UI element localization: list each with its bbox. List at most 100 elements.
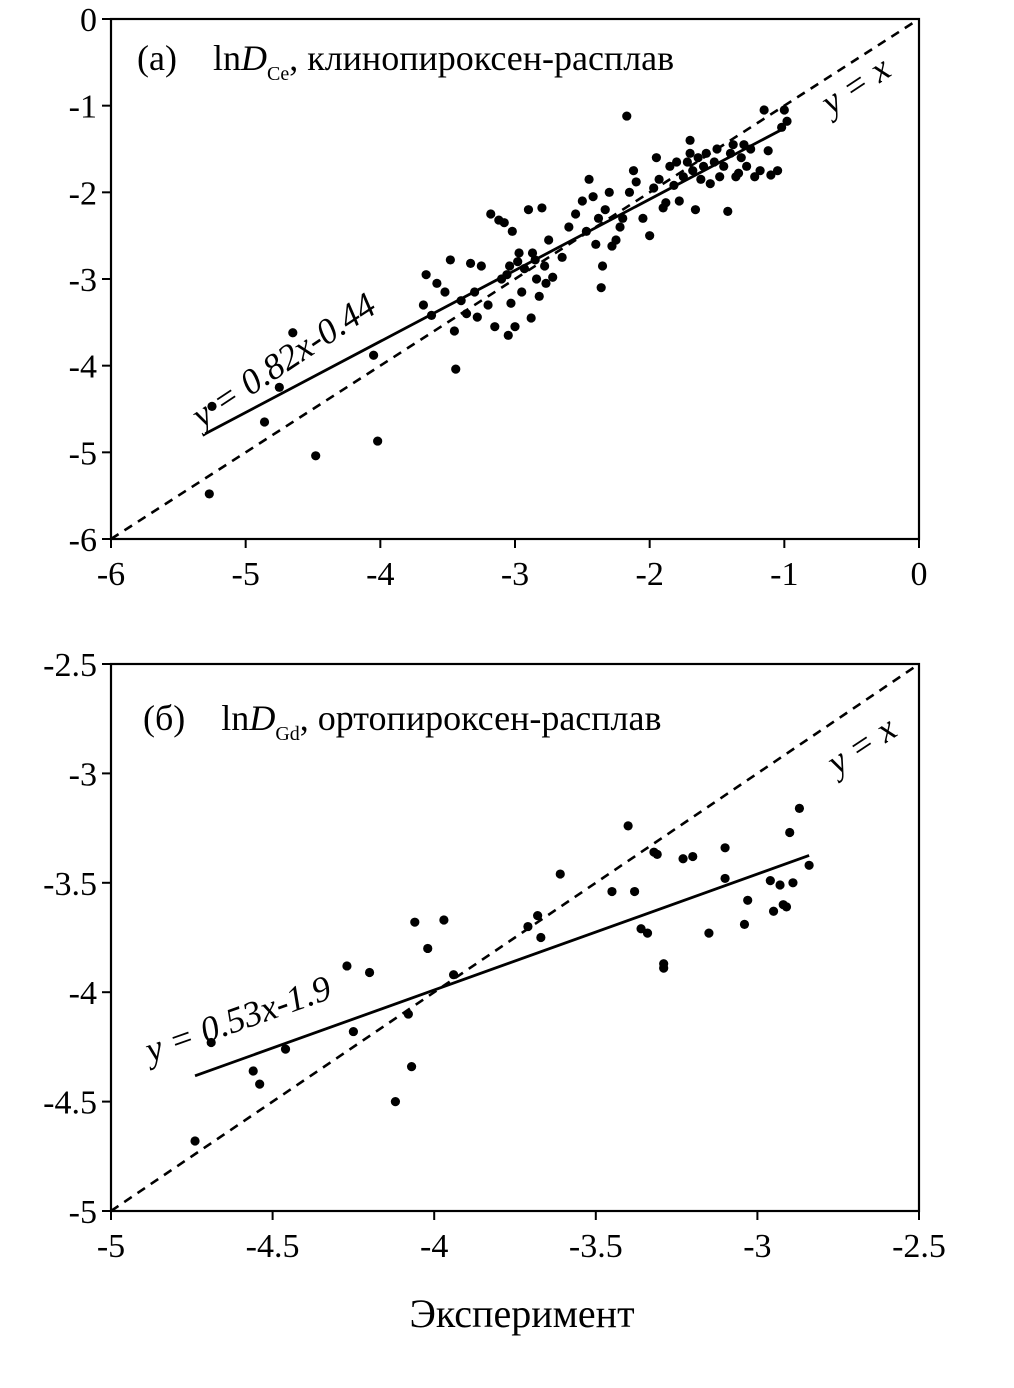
data-point	[423, 943, 433, 954]
x-tick-label: -1	[770, 556, 798, 593]
y-tick-label: 0	[80, 2, 97, 39]
y-tick-label: -4.5	[43, 1085, 97, 1122]
y-tick-label: -1	[69, 89, 97, 126]
data-point	[577, 196, 587, 206]
chart-panel-a: -6 -5 -4 -3 -2 -1 0 0 -1 -2 -3 -4 -5 -6 (a) lnDCe, клин…	[69, 2, 928, 593]
data-point	[597, 261, 608, 271]
data-point	[591, 239, 601, 249]
y-tick-label: -2.5	[43, 647, 97, 684]
data-point	[611, 235, 621, 245]
data-point	[581, 226, 591, 236]
y-tick-label: -3	[69, 756, 97, 793]
data-point	[629, 886, 640, 897]
x-tick-label: -5	[232, 556, 260, 593]
data-point	[685, 148, 695, 158]
data-point	[678, 172, 688, 182]
data-point	[804, 860, 814, 870]
data-point	[698, 161, 709, 171]
data-point	[688, 851, 698, 862]
data-point	[406, 1061, 417, 1072]
data-point	[499, 218, 509, 228]
data-point	[426, 310, 437, 320]
data-point	[746, 144, 756, 154]
data-point	[704, 928, 714, 938]
data-point	[638, 213, 648, 223]
data-point	[688, 166, 698, 176]
data-point	[636, 924, 646, 934]
y-tick-label: -3.5	[43, 866, 97, 903]
data-point	[536, 932, 546, 943]
y-tick-label: -5	[69, 435, 97, 472]
data-point	[584, 174, 594, 184]
data-point	[652, 849, 662, 859]
data-point	[526, 313, 536, 323]
data-point	[483, 300, 493, 310]
data-point	[449, 326, 459, 336]
data-point	[248, 1066, 258, 1076]
data-point	[540, 261, 550, 271]
data-point	[665, 161, 675, 171]
identity-line-label: y = x	[817, 708, 904, 784]
data-point	[204, 489, 214, 499]
x-tick-label: 0	[911, 556, 928, 593]
data-point	[742, 161, 752, 171]
data-point	[510, 322, 520, 332]
data-point	[514, 248, 524, 258]
data-point	[369, 350, 379, 360]
y-tick-label: -3	[69, 262, 97, 299]
data-point	[750, 172, 760, 182]
data-point	[255, 1079, 265, 1089]
data-point	[775, 880, 785, 890]
data-point	[259, 417, 270, 427]
data-point	[720, 843, 730, 853]
data-point	[465, 258, 476, 268]
data-point	[564, 222, 574, 232]
data-point	[544, 235, 554, 245]
data-point	[440, 287, 450, 297]
data-point	[190, 1136, 200, 1146]
data-point	[555, 869, 565, 879]
data-point	[507, 226, 517, 236]
data-point	[623, 821, 633, 831]
data-point	[720, 873, 730, 884]
data-point	[628, 166, 639, 176]
y-tick-label: -6	[69, 522, 97, 559]
data-point	[781, 902, 792, 912]
data-point	[593, 213, 604, 223]
data-point	[743, 895, 753, 905]
y-tick-label: -4	[69, 349, 97, 386]
data-point	[739, 919, 750, 929]
x-tick-label: -3.5	[569, 1228, 623, 1265]
y-tick-label: -2	[69, 175, 97, 212]
data-point	[659, 959, 669, 969]
data-point	[788, 878, 798, 888]
data-point	[531, 274, 542, 284]
data-point	[709, 157, 719, 167]
data-point	[712, 144, 722, 154]
x-tick-label: -4	[420, 1228, 448, 1265]
data-point	[785, 827, 795, 838]
panel-letter: (a)	[137, 38, 177, 78]
data-point	[274, 382, 284, 392]
data-point	[588, 192, 598, 202]
data-point	[517, 287, 527, 297]
data-point	[533, 911, 543, 921]
x-tick-label: -3	[501, 556, 529, 593]
data-point	[506, 298, 516, 308]
data-point	[596, 283, 606, 293]
data-point	[607, 886, 617, 897]
data-point	[410, 917, 420, 927]
x-tick-label: -3	[743, 1228, 771, 1265]
x-tick-label: -2	[636, 556, 664, 593]
identity-line	[110, 662, 920, 1213]
data-point	[519, 264, 530, 274]
fit-equation-label: y = 0.53x-1.9	[137, 967, 336, 1071]
data-point	[206, 1037, 216, 1048]
data-point	[733, 168, 744, 178]
data-point	[490, 322, 500, 332]
data-point	[418, 300, 429, 310]
data-point	[755, 166, 765, 176]
data-point	[604, 187, 614, 197]
data-point	[777, 122, 787, 132]
data-point	[701, 148, 711, 158]
